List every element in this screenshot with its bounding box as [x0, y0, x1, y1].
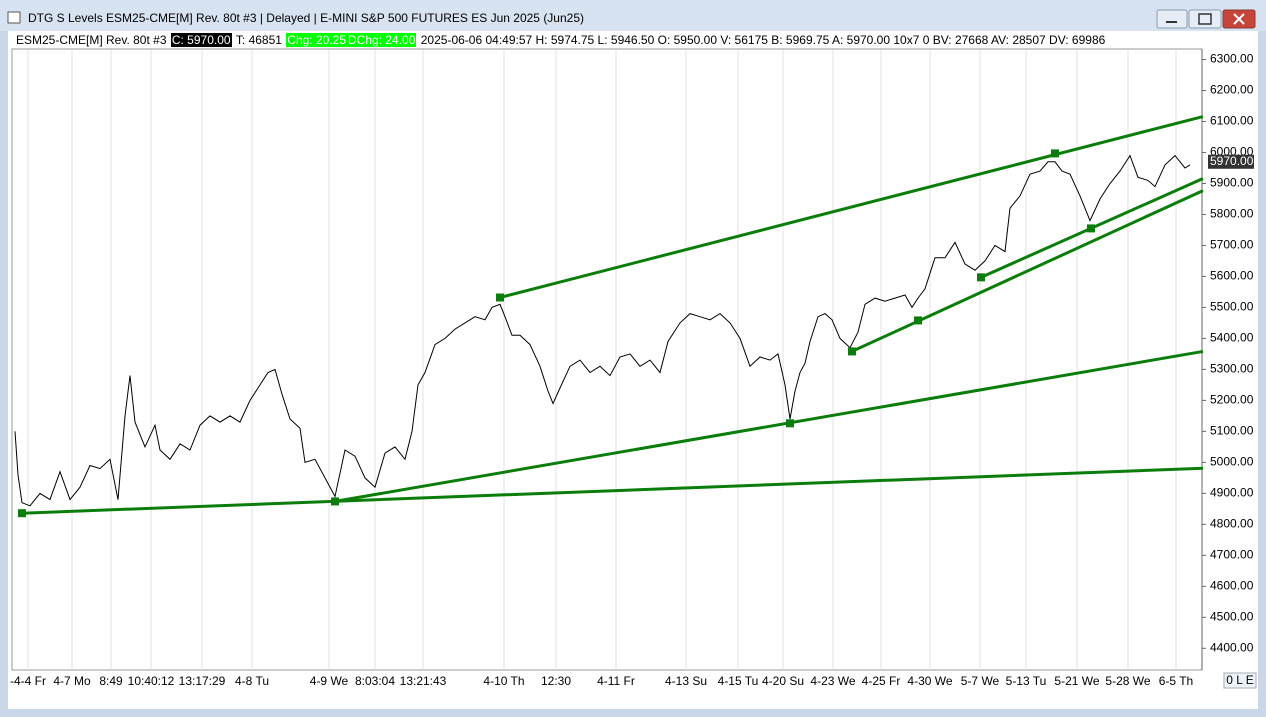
y-tick-label: 4700.00	[1210, 548, 1254, 562]
x-tick-label: 5-21 We	[1054, 674, 1099, 688]
status-bar: ESM25-CME[M] Rev. 80t #3 C: 5970.00 T: 4…	[15, 33, 1106, 48]
x-tick-label: 4-15 Tu	[718, 674, 759, 688]
x-tick-label: 4-25 Fr	[862, 674, 901, 688]
quote-details: 2025-06-06 04:49:57 H: 5974.75 L: 5946.5…	[420, 33, 1106, 47]
y-tick-label: 5900.00	[1210, 176, 1254, 190]
x-tick-label: 4-10 Th	[483, 674, 524, 688]
anchor-point	[496, 293, 504, 302]
y-tick-label: 5700.00	[1210, 238, 1254, 252]
x-tick-label: 4-8 Tu	[235, 674, 269, 688]
x-tick-label: 8:03:04	[355, 674, 395, 688]
close-value: C: 5970.00	[170, 33, 232, 47]
trend-line	[499, 115, 1204, 299]
y-tick-label: 5400.00	[1210, 331, 1254, 345]
x-tick-label: 12:30	[541, 674, 571, 688]
corner-box	[1223, 672, 1257, 689]
app-icon	[7, 11, 21, 24]
anchor-point	[914, 316, 922, 325]
symbol: ESM25-CME[M] Rev. 80t #3	[16, 33, 167, 47]
y-tick-label: 4600.00	[1210, 578, 1254, 592]
anchor-point	[848, 347, 856, 356]
y-tick-label: 4400.00	[1210, 640, 1254, 654]
x-tick-label: 4-11 Fr	[597, 674, 635, 688]
last-price-box	[1208, 154, 1254, 169]
icon	[1233, 13, 1245, 25]
x-tick-label: 4-30 We	[907, 674, 952, 688]
y-tick-label: 5200.00	[1210, 393, 1254, 407]
anchor-point	[1051, 149, 1059, 158]
y-tick-label: 5600.00	[1210, 269, 1254, 283]
price-line	[14, 154, 1191, 507]
corner-label: 0 L E	[1226, 673, 1254, 687]
y-tick-label: 5000.00	[1210, 455, 1254, 469]
y-tick-label: 6100.00	[1210, 114, 1254, 128]
x-tick-label: 4-23 We	[810, 674, 855, 688]
ticks: T: 46851	[235, 33, 282, 47]
maximize-button[interactable]	[1188, 9, 1222, 29]
y-tick-label: 5500.00	[1210, 300, 1254, 314]
y-tick-label: 5300.00	[1210, 362, 1254, 376]
chart: -4-4 Fr 4-7 Mo 8:49 10:40:12 13:17:29 4-8 Tu 4…	[10, 50, 1254, 688]
x-tick-label: 4-9 We	[310, 674, 349, 688]
x-tick-label: 4-13 Su	[665, 674, 707, 688]
x-tick-label: 13:17:29	[179, 674, 226, 688]
anchor-point	[1087, 224, 1095, 233]
anchor-point	[977, 273, 985, 282]
trend-line	[21, 466, 1204, 515]
y-tick-label: 4500.00	[1210, 609, 1254, 623]
trend-line	[334, 349, 1204, 503]
x-tick-label: -4-4 Fr	[10, 674, 46, 688]
x-tick-label: 4-20 Su	[762, 674, 804, 688]
x-tick-label: 5-7 We	[961, 674, 1000, 688]
trend-line	[851, 189, 1204, 353]
plot-area	[11, 48, 1203, 671]
window-title: DTG S Levels ESM25-CME[M] Rev. 80t #3 | …	[28, 11, 584, 25]
change: Chg: 20.25	[286, 33, 348, 47]
minimize-button[interactable]	[1156, 9, 1188, 29]
day-change: DChg: 24.00	[347, 33, 417, 47]
x-tick-label: 5-28 We	[1105, 674, 1150, 688]
icon	[1198, 13, 1212, 25]
anchor-point	[18, 509, 26, 518]
x-tick-label: 5-13 Tu	[1006, 674, 1047, 688]
last-price-label: 5970.00	[1210, 154, 1254, 168]
y-tick-label: 6200.00	[1210, 83, 1254, 97]
y-tick-label: 4900.00	[1210, 486, 1254, 500]
x-tick-label: 10:40:12	[128, 674, 175, 688]
anchor-point	[786, 419, 794, 428]
x-tick-label: 6-5 Th	[1159, 674, 1193, 688]
y-tick-label: 5800.00	[1210, 207, 1254, 221]
y-tick-label: 5100.00	[1210, 424, 1254, 438]
anchor-point	[331, 497, 339, 506]
title-bar	[0, 0, 1266, 31]
x-tick-label: 4-7 Mo	[53, 674, 91, 688]
y-tick-label: 6300.00	[1210, 52, 1254, 66]
x-tick-label: 13:21:43	[400, 674, 447, 688]
x-tick-label: 8:49	[99, 674, 123, 688]
y-tick-label: 4800.00	[1210, 517, 1254, 531]
